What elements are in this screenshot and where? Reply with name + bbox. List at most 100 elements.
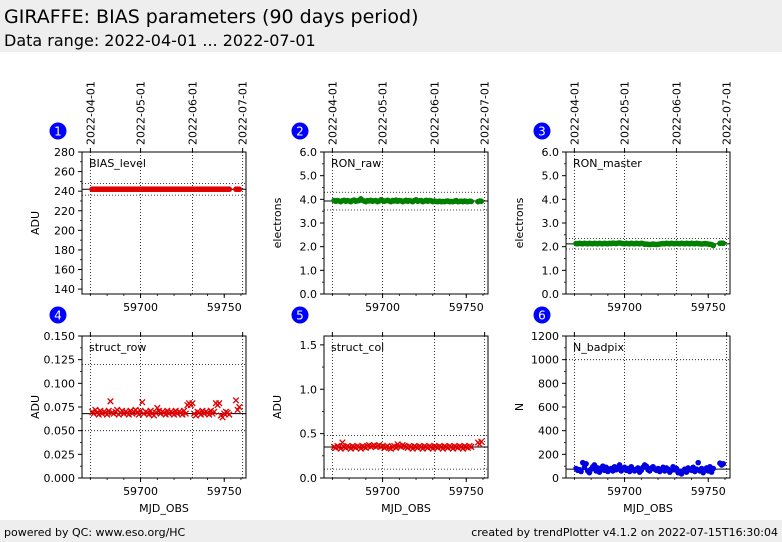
x-tick-label: 59750 [691, 485, 726, 498]
plot-frame [81, 335, 247, 479]
data-point [578, 468, 584, 475]
y-tick-label: 200 [54, 224, 75, 237]
data-point [392, 444, 400, 452]
y-tick-label: 2.0 [542, 241, 560, 254]
data-point [339, 439, 346, 446]
date-tick-label: 2022-06-01 [670, 81, 683, 145]
chart-panel-4: 0.000 0.025 0.050 0.075 0.100 0.125 0.150 59700… [29, 306, 247, 515]
y-tick-label: 6.0 [542, 146, 560, 159]
data-point [695, 459, 702, 466]
panel-number-badge [49, 306, 67, 324]
y-tick-label: 0.0 [300, 472, 318, 485]
date-tick-label: 2022-06-01 [428, 81, 441, 145]
y-tick-label: 0.5 [300, 428, 318, 441]
x-tick-label: 59700 [365, 485, 400, 498]
y-tick-label: 260 [54, 166, 75, 179]
x-tick-label: 59750 [207, 485, 242, 498]
data-point [135, 411, 143, 418]
y-tick-label: 220 [54, 205, 75, 218]
y-tick-label: 1000 [531, 354, 559, 367]
data-point [337, 445, 344, 452]
y-tick-label: 3.0 [300, 217, 318, 230]
x-axis-label: MJD_OBS [381, 502, 431, 515]
date-tick-label: 2022-07-01 [237, 81, 250, 145]
chart-panel-6: 0 200 400 600 800 1000 1200 59700 59750 N_badpix N… [513, 306, 731, 515]
plot-frame [565, 151, 731, 295]
x-tick-label: 59700 [365, 301, 400, 314]
data-point [210, 408, 218, 415]
y-tick-label: 600 [538, 401, 559, 414]
y-tick-label: 1.5 [300, 339, 318, 352]
y-tick-label: 0.025 [44, 448, 76, 461]
data-point [583, 461, 589, 467]
panel-number-badge [49, 122, 67, 140]
y-tick-label: 400 [538, 425, 559, 438]
data-point [152, 409, 159, 416]
y-tick-label: 160 [54, 264, 75, 277]
y-tick-label: 180 [54, 244, 75, 257]
y-axis-label: ADU [29, 395, 42, 419]
date-tick-label: 2022-04-01 [326, 81, 339, 145]
data-point [232, 397, 240, 404]
date-tick-label: 2022-05-01 [619, 81, 632, 145]
data-point [138, 399, 146, 406]
chart-panel-3: 0.0 1.0 2.0 3.0 4.0 5.0 6.0 59700 59750 2022-04-0… [513, 81, 734, 314]
panel-number-badge [291, 306, 309, 324]
panel-number: 5 [296, 309, 304, 323]
footer-powered-by: powered by QC: www.eso.org/HC [4, 526, 186, 539]
data-point [226, 411, 233, 418]
data-point [189, 399, 196, 407]
plot-frame [323, 151, 489, 295]
data-point [468, 443, 475, 451]
y-tick-label: 0.050 [44, 425, 76, 438]
plot-frame [565, 335, 731, 479]
y-tick-label: 1.0 [300, 383, 318, 396]
parameter-label: RON_raw [331, 157, 381, 170]
y-tick-label: 3.0 [542, 217, 560, 230]
date-tick-label: 2022-05-01 [377, 81, 390, 145]
date-tick-label: 2022-07-01 [721, 81, 734, 145]
data-point [226, 186, 233, 193]
panel-number: 1 [54, 125, 62, 139]
y-tick-label: 4.0 [300, 193, 318, 206]
parameter-label: struct_row [89, 341, 146, 354]
y-tick-label: 280 [54, 146, 75, 159]
data-point [103, 411, 111, 418]
x-tick-label: 59750 [449, 485, 484, 498]
data-point [215, 399, 223, 407]
parameter-label: N_badpix [573, 341, 624, 354]
panel-number-badge [533, 306, 551, 324]
panel-number: 3 [538, 125, 546, 139]
data-point [107, 398, 114, 405]
parameter-label: BIAS_level [89, 157, 146, 170]
y-tick-label: 5.0 [542, 170, 560, 183]
parameter-label: struct_col [331, 341, 384, 354]
y-tick-label: 240 [54, 185, 75, 198]
y-axis-label: ADU [29, 211, 42, 235]
data-point [105, 407, 113, 415]
y-tick-label: 0.075 [44, 401, 76, 414]
y-tick-label: 5.0 [300, 170, 318, 183]
x-tick-label: 59700 [607, 301, 642, 314]
panel-number: 6 [538, 309, 546, 323]
y-tick-label: 0.0 [300, 288, 318, 301]
footer-bar: powered by QC: www.eso.org/HC created by… [0, 520, 782, 542]
data-point [236, 403, 243, 411]
y-axis-label: ADU [271, 395, 284, 419]
x-tick-label: 59700 [123, 301, 158, 314]
y-tick-label: 140 [54, 283, 75, 296]
date-tick-label: 2022-04-01 [568, 81, 581, 145]
date-tick-label: 2022-04-01 [84, 81, 97, 145]
chart-panel-2: 0.0 1.0 2.0 3.0 4.0 5.0 6.0 59700 59750 2022-04-0… [271, 81, 492, 314]
panel-number: 4 [54, 309, 62, 323]
header-bar: GIRAFFE: BIAS parameters (90 days period… [0, 0, 782, 52]
y-tick-label: 0.000 [44, 472, 76, 485]
data-point [720, 240, 727, 247]
chart-panel-5: 0.0 0.5 1.0 1.5 59700 59750 struct_col ADU MJD_O… [271, 306, 489, 515]
date-tick-label: 2022-07-01 [479, 81, 492, 145]
x-tick-label: 59750 [207, 301, 242, 314]
data-point [468, 198, 475, 205]
x-axis-label: MJD_OBS [623, 502, 673, 515]
y-axis-label: electrons [513, 197, 526, 248]
